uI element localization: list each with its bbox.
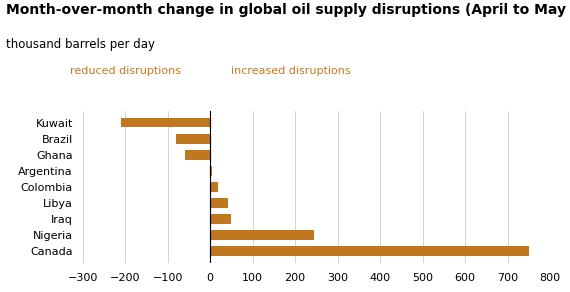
Bar [210,230,314,240]
Bar [210,214,231,224]
Text: Month-over-month change in global oil supply disruptions (April to May 2016): Month-over-month change in global oil su… [6,3,570,17]
Bar [210,166,212,176]
Bar [121,118,210,128]
Bar [210,246,529,256]
Bar [210,198,228,208]
Text: thousand barrels per day: thousand barrels per day [6,38,154,51]
Bar [176,134,210,144]
Bar [210,182,218,192]
Text: reduced disruptions: reduced disruptions [70,66,181,76]
Bar [185,150,210,160]
Text: increased disruptions: increased disruptions [231,66,351,76]
